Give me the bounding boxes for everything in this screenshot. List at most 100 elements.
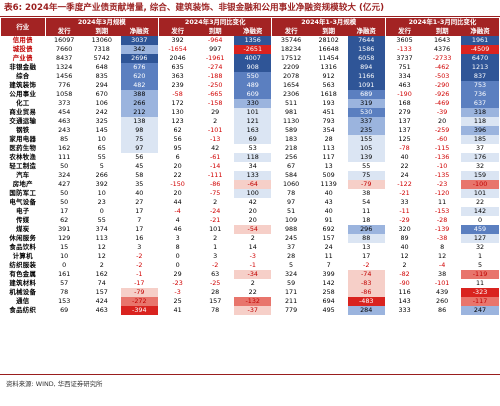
value-cell: -2 [136,252,143,260]
value-cell: -60 [436,135,448,143]
value-cell: 589 [271,126,310,135]
value-cell: -75 [209,189,221,197]
industry-name: 钢铁 [16,126,30,134]
source-note: 资料来源: WIND, 华西证券研究所 [6,380,103,388]
value-cell: 16648 [318,45,339,53]
value-cell: -1654 [157,45,197,54]
value-cell: 127 [461,234,499,243]
value-cell: 5742 [93,54,110,62]
industry-header: 行业 [1,18,46,36]
value-cell: -101 [434,279,450,287]
value-cell: 67 [271,162,310,171]
table-row: 通信 153 424 -272 25 157 -132 211 694 -483 143 260 -11… [1,297,499,306]
value-cell: 123 [157,117,197,126]
value-cell: 0 [157,261,197,270]
value-cell: 1586 [347,45,386,54]
value-cell: -469 [434,99,450,107]
value-cell: 13 [324,162,333,170]
value-cell: -190 [384,90,424,99]
value-cell: -4 [438,261,446,269]
value-cell: 779 [271,306,310,315]
value-cell: 109 [271,216,310,225]
value-cell: 50 [44,198,83,207]
table-row: 产业债 8437 5742 2696 2046 -1961 4007 17512 11454 60… [1,54,499,63]
value-cell: 14 [248,243,257,251]
value-cell: 35 [135,180,144,188]
value-cell: 1316 [320,63,337,71]
value-cell: -665 [207,90,223,98]
value-cell: 247 [461,306,499,315]
table-row: 农林牧渔 111 55 56 6 -61 118 256 117 139 40 -136 176 [1,153,499,162]
value-cell: 239 [157,81,197,90]
value-cell: 113 [322,144,335,152]
value-cell: 7 [137,216,142,224]
value-cell: 41 [157,306,197,315]
table-title: 表6: 2024年一季度产业债贡献增量, 综合、建筑装饰、非银金融和公用事业净融… [4,3,384,13]
value-cell: 0 [157,252,197,261]
value-cell: 22 [475,198,485,206]
value-cell: 42 [211,144,220,152]
industry-name: 煤炭 [16,225,30,233]
value-cell: 130 [157,108,197,117]
value-cell: 211 [271,297,310,306]
value-cell: 333 [384,306,424,315]
value-cell: 337 [347,117,386,126]
value-cell: -24 [209,207,221,215]
value-cell: -111 [207,171,223,179]
value-cell: 793 [322,117,335,125]
industry-name: 家用电器 [9,135,37,143]
value-cell: 1356 [234,36,272,45]
value-cell: 609 [234,90,272,99]
value-cell: 692 [322,225,335,233]
financing-table: 行业 2024年3月规模 2024年3月同比变化 2024年1-3月规模 202… [1,18,499,315]
value-cell: 912 [322,72,335,80]
value-cell: -90 [384,279,424,288]
value-cell: 50 [44,162,83,171]
value-cell: 10 [44,252,83,261]
value-cell: -78 [384,144,424,153]
value-cell: 11 [324,252,333,260]
header-group-row: 行业 2024年3月规模 2024年3月同比变化 2024年1-3月规模 202… [1,18,499,36]
value-cell: 51 [271,207,310,216]
value-cell: 139 [347,153,386,162]
col-issue: 发行 [44,27,83,36]
value-cell: 373 [44,99,83,108]
value-cell: 7660 [44,45,83,54]
value-cell: 235 [347,126,386,135]
value-cell: 396 [461,126,499,135]
value-cell: 330 [234,99,272,108]
value-cell: -503 [434,72,450,80]
value-cell: 1139 [320,180,337,188]
value-cell: 5 [271,261,310,270]
value-cell: 15 [44,243,83,252]
value-cell: -133 [384,45,424,54]
value-cell: 35746 [271,36,310,45]
value-cell: -120 [434,189,450,197]
value-cell: -61 [209,153,221,161]
value-cell: 320 [384,225,424,234]
industry-name: 化工 [16,99,30,107]
table-row: 商业贸易 454 242 212 130 29 101 981 451 530 279 -39 318 [1,108,499,117]
industry-name: 电气设备 [9,198,37,206]
value-cell: 138 [120,117,159,126]
value-cell: 25 [157,297,197,306]
value-cell: -86 [347,288,386,297]
group-header-mar-size: 2024年3月规模 [44,18,159,27]
value-cell: 2 [384,261,424,270]
value-cell: 1060 [271,180,310,189]
value-cell: 118 [461,117,499,126]
group-header-q1-size: 2024年1-3月规模 [271,18,386,27]
value-cell: 736 [461,90,499,99]
value-cell: 17 [135,207,144,215]
value-cell: 2046 [157,54,197,63]
value-cell: 427 [44,180,83,189]
value-cell: 101 [461,189,499,198]
value-cell: 53 [248,144,257,152]
header-col-row: 发行 到期 净融资 发行 到期 净融资 发行 到期 净融资 发行 到期 净融资 [1,27,499,36]
table-row: 公用事业 1058 670 388 -58 -665 609 2306 1618 689 -190 -… [1,90,499,99]
industry-name: 综合 [16,72,30,80]
col-issue: 发行 [157,27,197,36]
value-cell: 509 [322,171,335,179]
value-cell: 1618 [320,90,337,98]
value-cell: 1643 [433,36,451,44]
